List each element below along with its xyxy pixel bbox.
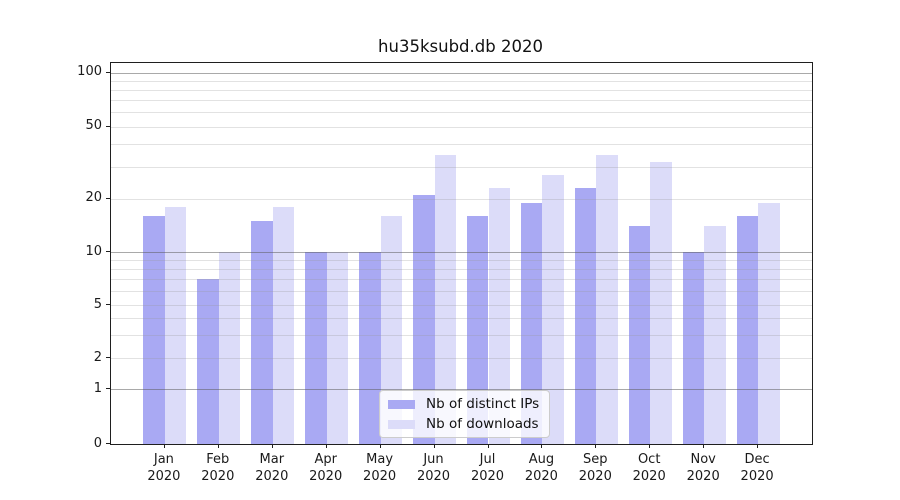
gridline-major: [111, 389, 812, 390]
bar-downloads-oct: [650, 161, 672, 444]
y-tick-label: 0: [93, 435, 102, 451]
y-tick: [106, 304, 110, 305]
gridline-minor: [111, 80, 812, 82]
bar-downloads-aug: [542, 174, 564, 444]
x-tick: [271, 444, 273, 448]
x-tick: [433, 444, 435, 448]
bar-downloads-jul: [488, 187, 511, 444]
y-tick: [106, 443, 110, 444]
x-tick: [757, 444, 759, 448]
y-tick: [106, 125, 110, 127]
bar-downloads-dec: [758, 202, 780, 444]
x-tick: [325, 444, 327, 448]
x-tick: [541, 444, 543, 448]
y-tick-label: 10: [85, 243, 102, 259]
y-tick: [106, 197, 110, 199]
x-tick-label-sep: Sep 2020: [578, 452, 612, 484]
x-tick-label-may: May 2020: [363, 452, 397, 484]
bar-downloads-apr: [326, 252, 349, 444]
bar-distinct-ips-jul: [466, 215, 489, 444]
gridline-major: [111, 72, 812, 74]
legend-item-distinct-ips: Nb of distinct IPs: [388, 396, 539, 412]
gridline-minor: [111, 269, 812, 271]
gridline-minor: [111, 334, 812, 336]
legend-item-downloads: Nb of downloads: [388, 416, 539, 432]
gridline-minor: [111, 305, 812, 306]
bar-distinct-ips-dec: [736, 215, 759, 444]
x-tick: [163, 444, 165, 448]
x-tick: [487, 444, 489, 448]
x-tick-label-dec: Dec 2020: [740, 452, 774, 484]
bar-downloads-jan: [164, 206, 187, 444]
bar-downloads-may: [380, 215, 403, 444]
gridline-minor: [111, 279, 812, 281]
y-tick: [106, 251, 110, 252]
y-tick: [106, 71, 110, 73]
x-tick-label-oct: Oct 2020: [632, 452, 666, 484]
bar-distinct-ips-jun: [413, 194, 435, 444]
gridline-minor: [111, 198, 812, 200]
y-tick: [106, 357, 110, 358]
x-tick: [379, 444, 381, 448]
x-tick-label-nov: Nov 2020: [686, 452, 720, 484]
y-tick: [106, 388, 110, 389]
y-tick-label: 20: [85, 190, 102, 205]
gridline-minor: [111, 260, 812, 262]
y-tick-label: 50: [85, 118, 102, 133]
bar-downloads-mar: [272, 206, 295, 444]
plot-area: [110, 62, 813, 445]
gridline-minor: [111, 126, 812, 128]
legend-label-downloads: Nb of downloads: [426, 416, 539, 432]
bar-downloads-feb: [218, 252, 241, 444]
bar-distinct-ips-jan: [143, 215, 165, 444]
gridline-minor: [111, 166, 812, 168]
x-tick-label-jun: Jun 2020: [416, 452, 451, 484]
bar-distinct-ips-nov: [682, 252, 705, 444]
legend: Nb of distinct IPs Nb of downloads: [379, 390, 551, 438]
x-tick-label-aug: Aug 2020: [524, 452, 558, 484]
x-tick: [595, 444, 597, 448]
x-tick: [703, 444, 705, 448]
bar-downloads-sep: [596, 154, 618, 444]
bar-distinct-ips-apr: [305, 252, 327, 444]
gridline-minor: [111, 144, 812, 145]
y-tick-label: 5: [93, 296, 102, 312]
gridline-minor: [111, 317, 812, 319]
bar-distinct-ips-may: [359, 252, 381, 444]
gridline-minor: [111, 89, 812, 91]
bar-distinct-ips-sep: [574, 187, 597, 444]
legend-label-distinct-ips: Nb of distinct IPs: [426, 396, 540, 412]
legend-swatch-downloads: [388, 419, 415, 429]
chart-title: hu35ksubd.db 2020: [378, 37, 543, 56]
bar-distinct-ips-feb: [197, 279, 219, 444]
gridline-minor: [111, 112, 812, 114]
x-tick-label-jan: Jan 2020: [147, 452, 181, 484]
gridline-minor: [111, 291, 812, 293]
x-tick-label-mar: Mar 2020: [255, 452, 289, 484]
gridline-minor: [111, 100, 812, 102]
y-tick-label: 1: [93, 380, 102, 396]
bar-distinct-ips-mar: [251, 220, 273, 444]
legend-swatch-distinct-ips: [388, 399, 415, 409]
x-tick-label-apr: Apr 2020: [309, 452, 343, 484]
x-tick-label-feb: Feb 2020: [201, 452, 235, 484]
bar-downloads-jun: [434, 154, 457, 444]
y-tick-label: 100: [77, 64, 102, 79]
x-tick-label-jul: Jul 2020: [470, 452, 505, 484]
y-tick-label: 2: [93, 349, 102, 365]
x-tick: [649, 444, 651, 448]
gridline-major: [111, 252, 812, 253]
x-tick: [217, 444, 219, 448]
gridline-minor: [111, 358, 812, 359]
bar-distinct-ips-aug: [520, 202, 543, 444]
